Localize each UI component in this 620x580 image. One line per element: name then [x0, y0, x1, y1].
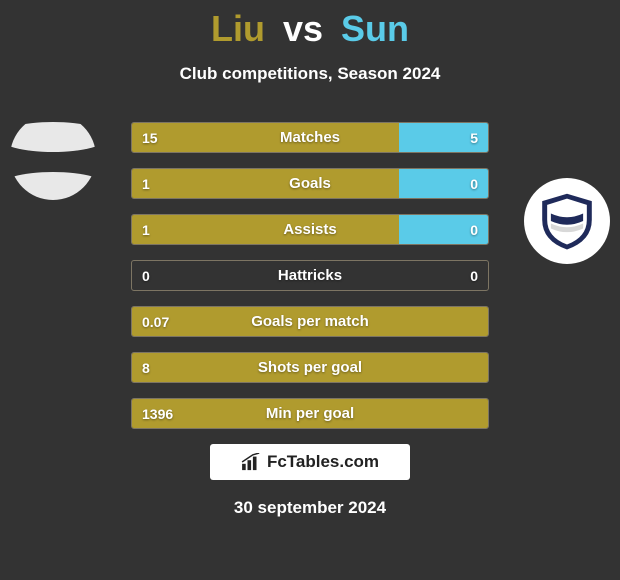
shield-icon	[536, 190, 598, 252]
stat-bar: 0.07Goals per match	[131, 306, 489, 337]
subtitle: Club competitions, Season 2024	[0, 64, 620, 84]
bar-label: Matches	[132, 123, 488, 152]
player1-club-badge	[10, 114, 96, 200]
player2-name: Sun	[341, 8, 409, 49]
stat-bar: 10Goals	[131, 168, 489, 199]
player1-name: Liu	[211, 8, 265, 49]
badge-shape	[10, 122, 96, 152]
bar-label: Shots per goal	[132, 353, 488, 382]
bar-label: Goals per match	[132, 307, 488, 336]
vs-text: vs	[283, 8, 323, 49]
fctables-watermark: FcTables.com	[210, 444, 410, 480]
bar-label: Min per goal	[132, 399, 488, 428]
stat-bar: 1396Min per goal	[131, 398, 489, 429]
brand-text: FcTables.com	[267, 452, 379, 472]
stat-bar: 155Matches	[131, 122, 489, 153]
badge-shape	[10, 172, 96, 200]
stats-bars: 155Matches 10Goals 10Assists 00Hattricks 0.0…	[131, 122, 489, 444]
stat-bar: 8Shots per goal	[131, 352, 489, 383]
bar-label: Goals	[132, 169, 488, 198]
comparison-title: Liu vs Sun	[0, 0, 620, 50]
player2-club-badge	[524, 178, 610, 264]
stat-bar: 10Assists	[131, 214, 489, 245]
bar-label: Hattricks	[132, 261, 488, 290]
snapshot-date: 30 september 2024	[0, 498, 620, 518]
chart-icon	[241, 453, 263, 471]
stat-bar: 00Hattricks	[131, 260, 489, 291]
bar-label: Assists	[132, 215, 488, 244]
